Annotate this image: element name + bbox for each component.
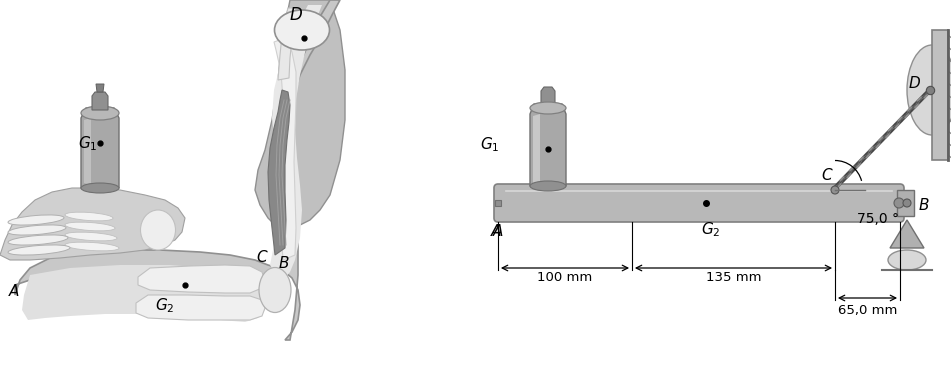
Text: $B$: $B$ [278,255,289,271]
Text: 75,0 °: 75,0 ° [857,212,899,226]
Ellipse shape [8,245,70,255]
Polygon shape [278,8,296,80]
Ellipse shape [275,10,329,50]
Ellipse shape [530,102,566,114]
Circle shape [894,198,904,208]
Polygon shape [890,220,924,248]
Ellipse shape [907,45,951,135]
Text: $C$: $C$ [256,249,268,265]
Ellipse shape [65,232,117,241]
Polygon shape [136,295,265,320]
Polygon shape [274,38,296,260]
Text: $A$: $A$ [492,223,504,239]
Polygon shape [270,5,322,278]
Ellipse shape [65,242,119,251]
Polygon shape [92,92,108,110]
Text: $D$: $D$ [289,6,303,24]
Ellipse shape [65,212,113,221]
Polygon shape [255,0,345,228]
Polygon shape [22,265,268,322]
Polygon shape [84,118,91,185]
Ellipse shape [141,210,176,250]
Ellipse shape [81,183,119,193]
Polygon shape [541,87,555,106]
Circle shape [831,186,839,194]
Polygon shape [268,90,290,255]
Ellipse shape [8,235,68,245]
Ellipse shape [8,225,66,235]
Polygon shape [932,30,948,160]
Ellipse shape [530,181,566,191]
Polygon shape [0,188,185,260]
Ellipse shape [65,222,115,231]
Text: $B$: $B$ [918,197,929,213]
Polygon shape [138,265,265,293]
Ellipse shape [81,106,119,120]
Text: $A$: $A$ [8,283,20,299]
Polygon shape [533,114,540,184]
Ellipse shape [8,215,64,225]
Polygon shape [530,104,566,186]
Text: $A$: $A$ [490,223,502,239]
Text: $D$: $D$ [908,75,921,91]
FancyBboxPatch shape [494,184,904,222]
Text: 65,0 mm: 65,0 mm [838,304,897,317]
Text: 135 mm: 135 mm [706,271,761,284]
Polygon shape [96,84,104,92]
Text: $G_2$: $G_2$ [701,220,720,239]
Ellipse shape [259,267,291,312]
Circle shape [903,199,911,207]
Text: $G_1$: $G_1$ [480,135,499,154]
Ellipse shape [888,250,926,270]
Polygon shape [897,190,914,216]
Text: $C$: $C$ [821,167,834,183]
Text: 100 mm: 100 mm [537,271,592,284]
Text: $G_1$: $G_1$ [78,134,98,153]
Polygon shape [15,0,340,340]
Text: $G_2$: $G_2$ [155,296,174,315]
Polygon shape [81,108,119,188]
